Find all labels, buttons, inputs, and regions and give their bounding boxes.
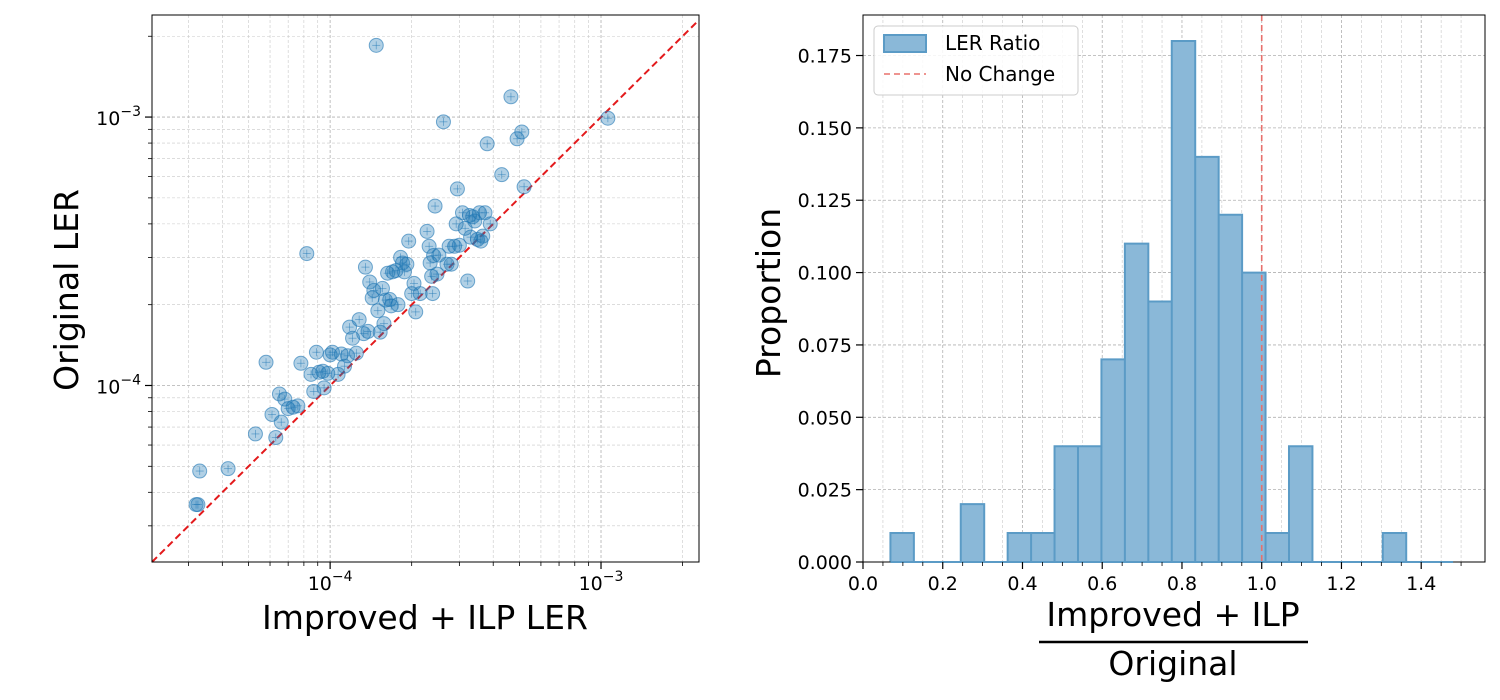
histogram-chart: 0.0 0.2 0.4 0.6 0.8 1.0 1.2 1.4 0.000 0.025 0.050 0… xyxy=(749,14,1486,683)
histogram-x-tick-label: 1.4 xyxy=(1406,573,1436,595)
histogram-x-tick-label: 0.2 xyxy=(928,573,958,595)
scatter-point xyxy=(308,344,324,360)
histogram-x-axis-title-denominator: Original xyxy=(1108,644,1237,683)
scatter-y-axis-title: Original LER xyxy=(47,189,86,391)
scatter-point xyxy=(370,303,386,319)
histogram-x-tick-label: 1.0 xyxy=(1247,573,1277,595)
scatter-point xyxy=(290,398,306,414)
scatter-point xyxy=(390,297,406,313)
scatter-point xyxy=(482,216,498,232)
scatter-point xyxy=(368,37,384,53)
scatter-point xyxy=(357,259,373,275)
scatter-point xyxy=(220,461,236,477)
scatter-point xyxy=(449,181,465,197)
scatter-point xyxy=(345,330,361,346)
scatter-point xyxy=(460,273,476,289)
scatter-point xyxy=(401,233,417,249)
histogram-y-tick-label: 0.175 xyxy=(798,46,852,68)
scatter-x-tick-label: 10−4 xyxy=(308,569,353,595)
scatter-point xyxy=(600,110,616,126)
scatter-point xyxy=(419,223,435,239)
scatter-point xyxy=(348,345,364,361)
scatter-point xyxy=(516,179,532,195)
scatter-point xyxy=(408,304,424,320)
scatter-grid xyxy=(152,15,699,562)
scatter-points xyxy=(188,37,616,513)
scatter-chart: 10−4 10−3 10−4 10−3 Improved + ILP LER Orig… xyxy=(47,14,700,637)
histogram-legend: LER Ratio No Change xyxy=(873,25,1079,96)
scatter-point xyxy=(425,286,441,302)
scatter-point xyxy=(475,228,491,244)
scatter-point xyxy=(429,266,445,282)
scatter-y-tick-label: 10−4 xyxy=(96,372,141,398)
scatter-point xyxy=(360,323,376,339)
scatter-point xyxy=(376,316,392,332)
legend-label-ler-ratio: LER Ratio xyxy=(945,31,1040,55)
histogram-y-tick-label: 0.025 xyxy=(798,480,852,502)
scatter-point xyxy=(503,89,519,105)
scatter-point xyxy=(293,355,309,371)
scatter-point xyxy=(380,265,396,281)
scatter-ticks: 10−4 10−3 10−4 10−3 xyxy=(96,35,683,595)
scatter-point xyxy=(366,282,382,298)
scatter-point xyxy=(324,344,340,360)
histogram-x-tick-label: 0.4 xyxy=(1007,573,1037,595)
histogram-y-tick-label: 0.075 xyxy=(798,335,852,357)
scatter-point xyxy=(399,256,415,272)
scatter-point xyxy=(247,426,263,442)
scatter-point xyxy=(467,213,483,229)
scatter-point xyxy=(316,380,332,396)
scatter-y-tick-label: 10−3 xyxy=(96,104,141,130)
histogram-ticks: 0.0 0.2 0.4 0.6 0.8 1.0 1.2 1.4 0.000 0.025 0.050 0… xyxy=(798,46,1462,595)
scatter-point xyxy=(443,256,459,272)
legend-patch-ler-ratio xyxy=(883,34,927,53)
histogram-y-tick-label: 0.125 xyxy=(798,190,852,212)
legend-label-no-change: No Change xyxy=(945,62,1055,86)
histogram-y-tick-label: 0.100 xyxy=(798,263,852,285)
scatter-point xyxy=(285,399,301,415)
scatter-point xyxy=(514,124,530,140)
scatter-point xyxy=(351,312,367,328)
scatter-point xyxy=(364,290,380,306)
scatter-point xyxy=(424,268,440,284)
scatter-point xyxy=(273,414,289,430)
scatter-point xyxy=(427,198,443,214)
scatter-point xyxy=(192,463,208,479)
scatter-point xyxy=(412,286,428,302)
scatter-plot-frame xyxy=(151,14,700,563)
scatter-point xyxy=(421,238,437,254)
histogram-y-tick-label: 0.150 xyxy=(798,118,852,140)
histogram-y-tick-label: 0.000 xyxy=(798,552,852,574)
scatter-point xyxy=(451,237,467,253)
scatter-point xyxy=(447,238,463,254)
histogram-bars xyxy=(889,40,1408,562)
scatter-point xyxy=(333,346,349,362)
scatter-point xyxy=(330,366,346,382)
scatter-point xyxy=(473,233,489,249)
histogram-x-tick-label: 0.6 xyxy=(1087,573,1117,595)
histogram-x-axis-title-numerator: Improved + ILP xyxy=(1046,595,1299,634)
scatter-point xyxy=(268,430,284,446)
histogram-x-tick-label: 0.8 xyxy=(1167,573,1197,595)
scatter-point xyxy=(382,292,398,308)
scatter-reference-line xyxy=(151,19,700,563)
scatter-point xyxy=(190,497,206,513)
scatter-point xyxy=(299,246,315,262)
histogram-x-tick-label: 0.0 xyxy=(848,573,878,595)
scatter-point xyxy=(448,216,464,232)
scatter-point xyxy=(362,274,378,290)
histogram-x-tick-label: 1.2 xyxy=(1326,573,1356,595)
scatter-x-tick-label: 10−3 xyxy=(579,569,624,595)
scatter-point xyxy=(435,114,451,130)
histogram-y-tick-label: 0.050 xyxy=(798,407,852,429)
scatter-point xyxy=(258,354,274,370)
scatter-x-axis-title: Improved + ILP LER xyxy=(262,598,588,637)
scatter-point xyxy=(356,326,372,342)
scatter-point xyxy=(372,324,388,340)
scatter-point xyxy=(494,167,510,183)
scatter-point xyxy=(374,280,390,296)
histogram-y-axis-title: Proportion xyxy=(749,208,788,378)
scatter-point xyxy=(479,136,495,152)
